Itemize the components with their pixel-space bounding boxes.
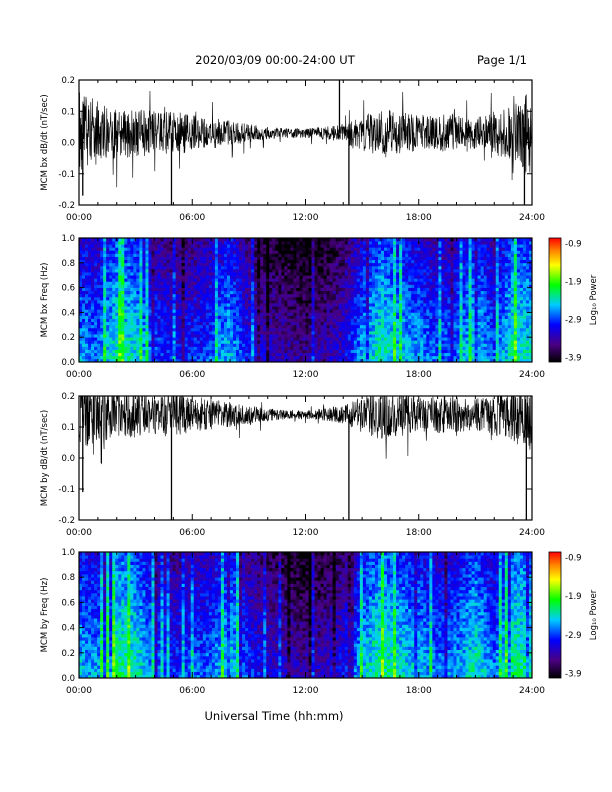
- bx-spectrogram-colorbar: [548, 237, 562, 363]
- x-axis-label: Universal Time (hh:mm): [204, 709, 343, 723]
- by-spectrogram-ytick-0: 1.0: [61, 548, 75, 558]
- bx-waveform-ytick-3: -0.1: [58, 170, 75, 180]
- by-spectrogram-cells: [79, 552, 533, 679]
- bx-spectrogram-colorbar-label: Log₁₀ Power: [589, 274, 599, 325]
- by-spectrogram-ylabel: MCM by Freq (Hz): [40, 578, 50, 653]
- bx-spectrogram-xtick-4: 24:00: [519, 370, 545, 380]
- bx-spectrogram-colorbar-tick-0: -0.9: [565, 240, 582, 250]
- bx-spectrogram-ytick-5: 0.0: [61, 358, 75, 368]
- by-waveform-xtick-0: 00:00: [66, 528, 92, 538]
- bx-spectrogram-ytick-2: 0.6: [61, 284, 75, 294]
- bx-waveform-ytick-2: 0.0: [61, 139, 75, 149]
- bx-spectrogram-colorbar-tick-3: -3.9: [565, 354, 582, 364]
- bx-spectrogram-cells: [79, 238, 533, 363]
- by-waveform-xtick-1: 06:00: [179, 528, 205, 538]
- bx-waveform-panel: 00:00 06:00 12:00 18:00 24:00 0.2 0.1 0.0 -0.1 -0…: [40, 76, 545, 223]
- by-waveform-ytick-3: -0.1: [58, 485, 75, 495]
- bx-waveform-series: [79, 91, 532, 194]
- by-waveform-xtick-3: 18:00: [406, 528, 432, 538]
- bx-waveform-xtick-0: 00:00: [66, 213, 92, 223]
- by-spectrogram-xtick-1: 06:00: [179, 686, 205, 696]
- by-spectrogram-colorbar: [548, 551, 562, 679]
- by-spectrogram-colorbar-tick-0: -0.9: [565, 554, 582, 564]
- by-spectrogram-colorbar-tick-3: -3.9: [565, 670, 582, 680]
- bx-spectrogram-ytick-1: 0.8: [61, 259, 75, 269]
- bx-waveform-ytick-4: -0.2: [58, 201, 75, 211]
- bx-waveform-xtick-4: 24:00: [519, 213, 545, 223]
- header-date-range: 2020/03/09 00:00-24:00 UT: [195, 53, 355, 67]
- bx-spectrogram-ytick-4: 0.2: [61, 333, 75, 343]
- by-waveform-panel: 00:00 06:00 12:00 18:00 24:00 0.2 0.1 0.0 -0.1 -0…: [40, 392, 545, 538]
- bx-spectrogram-xtick-3: 18:00: [406, 370, 432, 380]
- bx-waveform-xtick-2: 12:00: [293, 213, 319, 223]
- by-spectrogram-ytick-1: 0.8: [61, 573, 75, 583]
- bx-spectrogram-ytick-3: 0.4: [61, 308, 75, 318]
- by-spectrogram-panel: -0.9 -1.9 -2.9 -3.9 Log₁₀ Power 00:00 06:00 12:…: [40, 548, 599, 696]
- by-spectrogram-ytick-4: 0.2: [61, 649, 75, 659]
- bx-spectrogram-xtick-0: 00:00: [66, 370, 92, 380]
- by-spectrogram-xtick-4: 24:00: [519, 686, 545, 696]
- bx-spectrogram-xtick-1: 06:00: [179, 370, 205, 380]
- bx-waveform-ytick-0: 0.2: [61, 76, 75, 86]
- by-spectrogram-ytick-3: 0.4: [61, 624, 75, 634]
- by-spectrogram-xtick-3: 18:00: [406, 686, 432, 696]
- by-spectrogram-ytick-5: 0.0: [61, 674, 75, 684]
- by-spectrogram-ytick-2: 0.6: [61, 598, 75, 608]
- by-spectrogram-colorbar-label: Log₁₀ Power: [589, 589, 599, 640]
- bx-spectrogram-ytick-0: 1.0: [61, 234, 75, 244]
- bx-spectrogram-colorbar-tick-2: -2.9: [565, 316, 582, 326]
- bx-waveform-xtick-3: 18:00: [406, 213, 432, 223]
- bx-waveform-ytick-1: 0.1: [61, 107, 75, 117]
- bx-waveform-xtick-1: 06:00: [179, 213, 205, 223]
- header-page: Page 1/1: [477, 53, 527, 67]
- by-spectrogram-colorbar-tick-2: -2.9: [565, 631, 582, 641]
- bx-spectrogram-panel: -0.9 -1.9 -2.9 -3.9 Log₁₀ Power 00:00 06:00 12:…: [40, 234, 599, 380]
- bx-waveform-ylabel: MCM bx dB/dt (nT/sec): [40, 94, 50, 190]
- by-waveform-ytick-2: 0.0: [61, 454, 75, 464]
- by-spectrogram-colorbar-tick-1: -1.9: [565, 592, 582, 602]
- bx-spectrogram-ylabel: MCM bx Freq (Hz): [40, 263, 50, 338]
- bx-spectrogram-xtick-2: 12:00: [293, 370, 319, 380]
- by-waveform-ytick-0: 0.2: [61, 392, 75, 402]
- by-waveform-xtick-2: 12:00: [293, 528, 319, 538]
- panels: 00:00 06:00 12:00 18:00 24:00 0.2 0.1 0.0 -0.1 -0…: [40, 76, 599, 696]
- by-waveform-ytick-1: 0.1: [61, 423, 75, 433]
- bx-spectrogram-colorbar-tick-1: -1.9: [565, 278, 582, 288]
- by-waveform-xtick-4: 24:00: [519, 528, 545, 538]
- by-waveform-ylabel: MCM by dB/dt (nT/sec): [40, 410, 50, 506]
- by-spectrogram-xtick-0: 00:00: [66, 686, 92, 696]
- by-waveform-series: [79, 396, 532, 465]
- by-spectrogram-xtick-2: 12:00: [293, 686, 319, 696]
- by-waveform-ytick-4: -0.2: [58, 516, 75, 526]
